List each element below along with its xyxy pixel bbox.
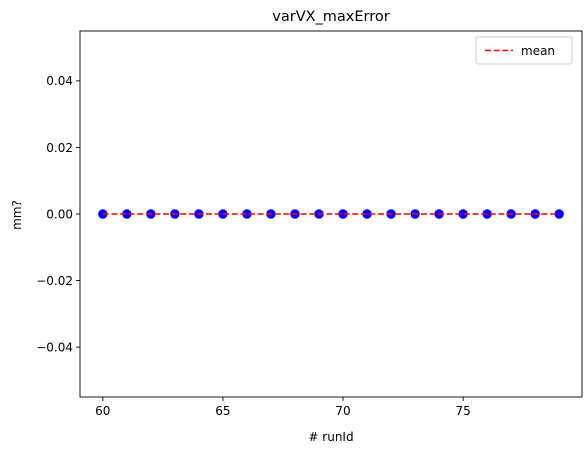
legend: mean [475,36,573,65]
axes: 60 65 70 75 −0.04 −0.02 0.00 0.02 0.04 [36,30,583,418]
legend-box [475,36,573,65]
legend-label: mean [521,44,555,58]
data-point [458,209,468,219]
data-point [338,209,348,219]
x-tick-label: 60 [95,404,110,418]
data-point [362,209,372,219]
y-tick-label: 0.02 [46,141,73,155]
y-tick-label: −0.04 [36,340,73,354]
x-tick-label: 70 [335,404,350,418]
x-tick-label: 75 [455,404,470,418]
data-point [242,209,252,219]
y-tick-label: 0.00 [46,207,73,221]
y-axis-label: mm? [10,200,24,230]
y-tick-label: −0.02 [36,274,73,288]
data-point [122,209,132,219]
chart-title: varVX_maxError [272,9,390,25]
plot-area [98,209,564,219]
x-axis-label: # runId [308,430,353,444]
data-point [218,209,228,219]
y-tick-label: 0.04 [46,74,73,88]
x-tick-label: 65 [215,404,230,418]
